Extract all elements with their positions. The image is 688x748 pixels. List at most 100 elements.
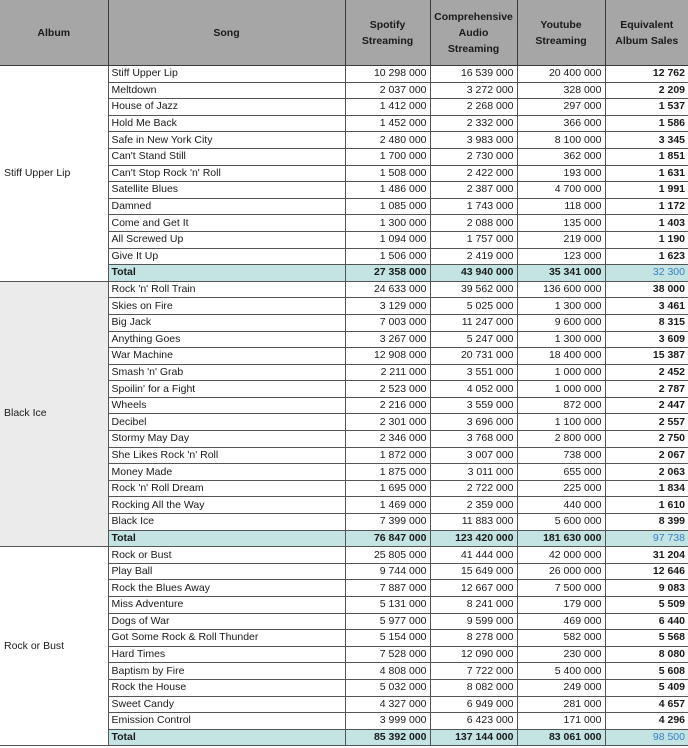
table-row: Can't Stand Still 1 700 000 2 730 000 362 0… <box>0 147 688 166</box>
comprehensive-cell: 16 539 000 <box>429 65 518 83</box>
equivalent-cell: 4 296 <box>604 712 688 730</box>
equivalent-cell: 15 387 <box>604 347 688 365</box>
song-cell: Rock 'n' Roll Train <box>107 280 346 299</box>
comprehensive-cell: 8 082 000 <box>429 678 518 697</box>
youtube-cell: 249 000 <box>516 678 606 697</box>
equivalent-cell: 8 315 <box>604 313 688 332</box>
comprehensive-cell: 2 387 000 <box>429 181 518 199</box>
comprehensive-cell: 6 423 000 <box>429 712 518 730</box>
table-row: Give It Up 1 506 000 2 419 000 123 000 1 623 <box>0 247 688 266</box>
youtube-cell: 872 000 <box>516 396 606 415</box>
spotify-cell: 1 872 000 <box>344 446 431 465</box>
header-equivalent: Equivalent Album Sales <box>604 0 688 66</box>
table-row: Stiff Upper Lip Stiff Upper Lip 10 298 000… <box>0 65 688 282</box>
spotify-cell: 3 129 000 <box>344 297 431 315</box>
youtube-cell: 5 600 000 <box>516 513 606 531</box>
table-row: Decibel 2 301 000 3 696 000 1 100 000 2 557 <box>0 413 688 432</box>
song-cell: War Machine <box>107 347 346 365</box>
song-cell: Hold Me Back <box>107 114 346 133</box>
equivalent-cell: 1 851 <box>604 147 688 166</box>
spotify-cell: 1 300 000 <box>344 214 431 232</box>
album-name-cell: Stiff Upper Lip <box>0 65 109 282</box>
song-cell: Hard Times <box>107 645 346 664</box>
comprehensive-cell: 3 983 000 <box>429 131 518 149</box>
table-row: Anything Goes 3 267 000 5 247 000 1 300 000… <box>0 330 688 349</box>
spotify-cell: 1 506 000 <box>344 247 431 266</box>
spotify-cell: 1 469 000 <box>344 496 431 515</box>
spotify-cell: 3 267 000 <box>344 330 431 349</box>
comprehensive-cell: 41 444 000 <box>429 546 518 564</box>
total-spotify: 27 358 000 <box>344 264 431 282</box>
comprehensive-cell: 3 551 000 <box>429 363 518 382</box>
youtube-cell: 193 000 <box>516 164 606 183</box>
youtube-cell: 1 300 000 <box>516 297 606 315</box>
youtube-cell: 1 000 000 <box>516 363 606 382</box>
comprehensive-cell: 6 949 000 <box>429 695 518 714</box>
song-cell: Decibel <box>107 413 346 432</box>
total-comprehensive: 123 420 000 <box>429 529 518 548</box>
table-row: Rock or Bust Rock or Bust 25 805 000 41 444… <box>0 546 688 747</box>
comprehensive-cell: 2 419 000 <box>429 247 518 266</box>
spotify-cell: 7 399 000 <box>344 513 431 531</box>
song-cell: Big Jack <box>107 313 346 332</box>
table-row: Sweet Candy 4 327 000 6 949 000 281 000 4 65… <box>0 695 688 714</box>
table-row: Skies on Fire 3 129 000 5 025 000 1 300 000… <box>0 297 688 315</box>
spotify-cell: 5 131 000 <box>344 596 431 614</box>
spotify-cell: 5 032 000 <box>344 678 431 697</box>
equivalent-cell: 1 172 <box>604 197 688 216</box>
equivalent-cell: 2 787 <box>604 380 688 398</box>
youtube-cell: 738 000 <box>516 446 606 465</box>
youtube-cell: 225 000 <box>516 479 606 498</box>
comprehensive-cell: 3 007 000 <box>429 446 518 465</box>
total-youtube: 181 630 000 <box>516 529 606 548</box>
spotify-cell: 5 977 000 <box>344 612 431 631</box>
youtube-cell: 7 500 000 <box>516 579 606 597</box>
total-label: Total <box>107 529 346 548</box>
song-cell: Come and Get It <box>107 214 346 232</box>
comprehensive-cell: 9 599 000 <box>429 612 518 631</box>
total-label: Total <box>107 728 346 747</box>
header-spotify: Spotify Streaming <box>344 0 431 66</box>
total-youtube: 83 061 000 <box>516 728 606 747</box>
youtube-cell: 1 000 000 <box>516 380 606 398</box>
table-body: Stiff Upper Lip Stiff Upper Lip 10 298 000… <box>0 65 688 747</box>
song-cell: Stormy May Day <box>107 430 346 448</box>
song-cell: Miss Adventure <box>107 596 346 614</box>
youtube-cell: 219 000 <box>516 230 606 249</box>
comprehensive-cell: 3 011 000 <box>429 463 518 481</box>
youtube-cell: 582 000 <box>516 629 606 647</box>
equivalent-cell: 1 537 <box>604 98 688 116</box>
comprehensive-cell: 8 241 000 <box>429 596 518 614</box>
total-youtube: 35 341 000 <box>516 264 606 282</box>
youtube-cell: 136 600 000 <box>516 280 606 299</box>
header-row: Album Song Spotify Streaming Comprehensi… <box>0 0 688 66</box>
song-cell: Play Ball <box>107 562 346 581</box>
youtube-cell: 26 000 000 <box>516 562 606 581</box>
table-row: Play Ball 9 744 000 15 649 000 26 000 000 12… <box>0 562 688 581</box>
youtube-cell: 469 000 <box>516 612 606 631</box>
youtube-cell: 179 000 <box>516 596 606 614</box>
song-cell: House of Jazz <box>107 98 346 116</box>
song-cell: Wheels <box>107 396 346 415</box>
song-cell: She Likes Rock 'n' Roll <box>107 446 346 465</box>
comprehensive-cell: 5 247 000 <box>429 330 518 349</box>
comprehensive-cell: 3 768 000 <box>429 430 518 448</box>
spotify-cell: 1 412 000 <box>344 98 431 116</box>
youtube-cell: 281 000 <box>516 695 606 714</box>
spotify-cell: 25 805 000 <box>344 546 431 564</box>
spotify-cell: 12 908 000 <box>344 347 431 365</box>
song-cell: Money Made <box>107 463 346 481</box>
comprehensive-cell: 15 649 000 <box>429 562 518 581</box>
total-row: Total 85 392 000 137 144 000 83 061 000 98 5… <box>0 728 688 747</box>
equivalent-cell: 1 610 <box>604 496 688 515</box>
spotify-cell: 5 154 000 <box>344 629 431 647</box>
table-row: Damned 1 085 000 1 743 000 118 000 1 172 <box>0 197 688 216</box>
equivalent-cell: 4 657 <box>604 695 688 714</box>
youtube-cell: 328 000 <box>516 81 606 100</box>
comprehensive-cell: 12 667 000 <box>429 579 518 597</box>
comprehensive-cell: 39 562 000 <box>429 280 518 299</box>
equivalent-cell: 9 083 <box>604 579 688 597</box>
table-row: Can't Stop Rock 'n' Roll 1 508 000 2 422 0… <box>0 164 688 183</box>
song-cell: Meltdown <box>107 81 346 100</box>
total-equivalent: 97 738 <box>604 529 688 548</box>
